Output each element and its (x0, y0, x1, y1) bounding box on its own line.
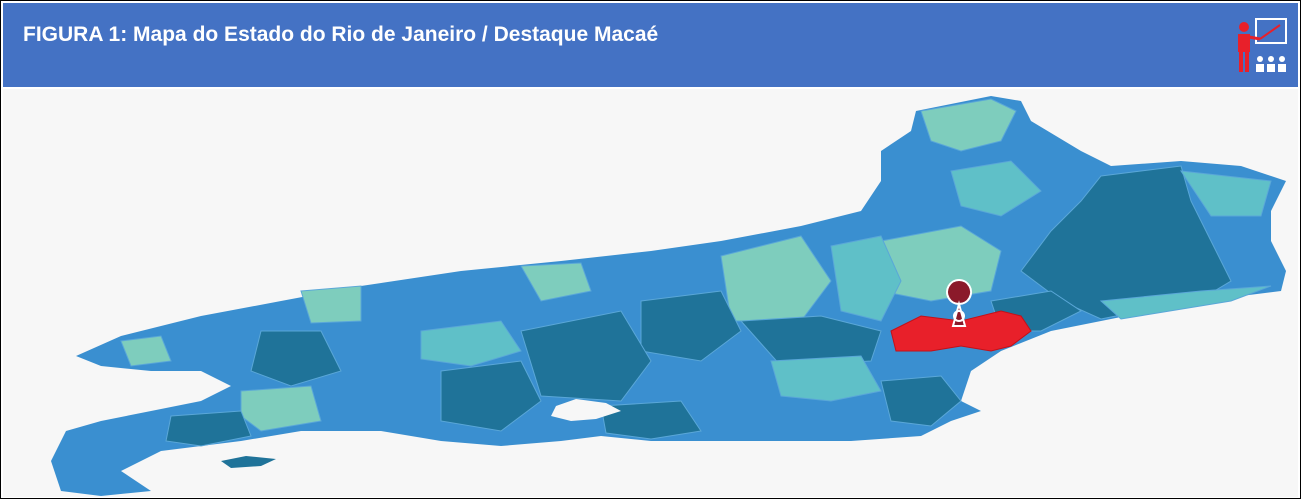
location-pin (946, 279, 973, 327)
municipalities (120, 98, 1272, 447)
state-map (3, 89, 1298, 497)
guanabara-bay (551, 399, 621, 421)
ilha-grande (221, 456, 276, 468)
figure-title: FIGURA 1: Mapa do Estado do Rio de Janei… (23, 23, 659, 46)
header-bar: FIGURA 1: Mapa do Estado do Rio de Janei… (3, 3, 1298, 87)
teacher-icon (1230, 11, 1290, 77)
